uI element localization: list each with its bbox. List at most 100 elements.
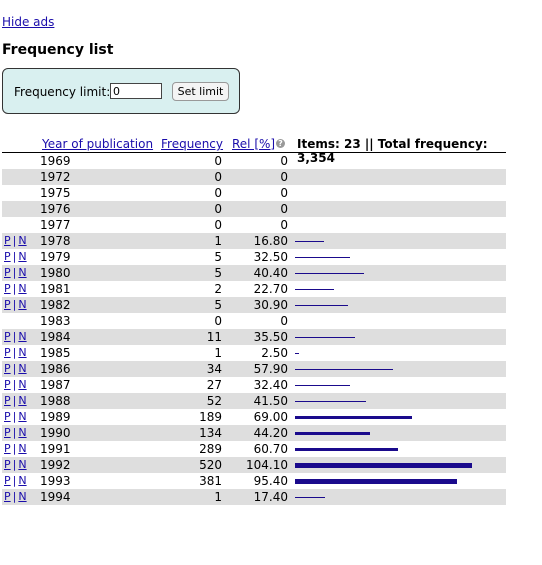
positive-filter-link[interactable]: P xyxy=(4,362,11,375)
rel-bar xyxy=(295,289,334,290)
positive-filter-link[interactable]: P xyxy=(4,394,11,407)
table-row: 1975 0 0 xyxy=(2,185,506,201)
frequency-cell: 27 xyxy=(206,378,222,392)
sort-rel-link[interactable]: Rel [%] xyxy=(232,137,276,151)
rel-bar xyxy=(295,273,364,274)
rel-bar xyxy=(295,353,299,354)
negative-filter-link[interactable]: N xyxy=(18,362,27,375)
table-body: 1969 0 0 1972 0 0 1975 0 0 1976 0 0 1977 0 0 P | N 1978 1 16… xyxy=(2,153,506,505)
sort-frequency-link[interactable]: Frequency xyxy=(161,137,223,151)
rel-bar xyxy=(295,369,393,370)
rel-cell: 40.40 xyxy=(253,266,288,280)
negative-filter-link[interactable]: N xyxy=(18,266,27,279)
rel-bar xyxy=(295,241,324,242)
table-row: 1983 0 0 xyxy=(2,313,506,329)
positive-filter-link[interactable]: P xyxy=(4,298,11,311)
positive-filter-link[interactable]: P xyxy=(4,250,11,263)
table-row: P | N 1979 5 32.50 xyxy=(2,249,506,265)
positive-filter-link[interactable]: P xyxy=(4,266,11,279)
frequency-cell: 52 xyxy=(206,394,222,408)
rel-bar xyxy=(295,257,350,258)
table-row: P | N 1982 5 30.90 xyxy=(2,297,506,313)
help-icon[interactable]: ? xyxy=(276,139,285,148)
rel-bar xyxy=(295,448,398,451)
positive-filter-link[interactable]: P xyxy=(4,490,11,503)
positive-filter-link[interactable]: P xyxy=(4,282,11,295)
frequency-table: Year of publication Frequency Rel [%] ? … xyxy=(2,136,506,505)
rel-cell: 32.50 xyxy=(253,250,288,264)
table-row: P | N 1986 34 57.90 xyxy=(2,361,506,377)
rel-cell: 60.70 xyxy=(253,442,288,456)
rel-cell: 95.40 xyxy=(253,474,288,488)
positive-filter-link[interactable]: P xyxy=(4,346,11,359)
year-cell: 1988 xyxy=(40,394,71,408)
year-cell: 1990 xyxy=(40,426,71,440)
positive-filter-link[interactable]: P xyxy=(4,458,11,471)
year-cell: 1979 xyxy=(40,250,71,264)
negative-filter-link[interactable]: N xyxy=(18,234,27,247)
negative-filter-link[interactable]: N xyxy=(18,474,27,487)
year-cell: 1985 xyxy=(40,346,71,360)
table-row: 1977 0 0 xyxy=(2,217,506,233)
negative-filter-link[interactable]: N xyxy=(18,394,27,407)
frequency-cell: 5 xyxy=(214,298,222,312)
frequency-cell: 1 xyxy=(214,346,222,360)
rel-cell: 0 xyxy=(280,170,288,184)
sort-year-link[interactable]: Year of publication xyxy=(42,137,154,151)
positive-filter-link[interactable]: P xyxy=(4,426,11,439)
negative-filter-link[interactable]: N xyxy=(18,282,27,295)
row-links: P | N xyxy=(4,362,27,375)
rel-cell: 35.50 xyxy=(253,330,288,344)
row-links: P | N xyxy=(4,282,27,295)
negative-filter-link[interactable]: N xyxy=(18,378,27,391)
year-cell: 1984 xyxy=(40,330,71,344)
year-cell: 1978 xyxy=(40,234,71,248)
table-row: P | N 1991 289 60.70 xyxy=(2,441,506,457)
positive-filter-link[interactable]: P xyxy=(4,410,11,423)
frequency-cell: 189 xyxy=(199,410,222,424)
negative-filter-link[interactable]: N xyxy=(18,346,27,359)
rel-bar xyxy=(295,337,355,338)
page-title: Frequency list xyxy=(2,42,114,58)
row-links: P | N xyxy=(4,330,27,343)
link-separator: | xyxy=(12,266,17,279)
rel-cell: 44.20 xyxy=(253,426,288,440)
negative-filter-link[interactable]: N xyxy=(18,442,27,455)
table-row: P | N 1990 134 44.20 xyxy=(2,425,506,441)
positive-filter-link[interactable]: P xyxy=(4,442,11,455)
table-row: P | N 1978 1 16.80 xyxy=(2,233,506,249)
year-cell: 1981 xyxy=(40,282,71,296)
link-separator: | xyxy=(12,362,17,375)
row-links: P | N xyxy=(4,250,27,263)
frequency-cell: 2 xyxy=(214,282,222,296)
positive-filter-link[interactable]: P xyxy=(4,330,11,343)
frequency-cell: 520 xyxy=(199,458,222,472)
link-separator: | xyxy=(12,410,17,423)
frequency-cell: 0 xyxy=(214,186,222,200)
row-links: P | N xyxy=(4,490,27,503)
link-separator: | xyxy=(12,298,17,311)
rel-cell: 0 xyxy=(280,154,288,168)
hide-ads-link[interactable]: Hide ads xyxy=(2,15,55,29)
negative-filter-link[interactable]: N xyxy=(18,250,27,263)
negative-filter-link[interactable]: N xyxy=(18,458,27,471)
negative-filter-link[interactable]: N xyxy=(18,426,27,439)
negative-filter-link[interactable]: N xyxy=(18,410,27,423)
frequency-limit-input[interactable] xyxy=(110,83,162,99)
table-row: P | N 1980 5 40.40 xyxy=(2,265,506,281)
positive-filter-link[interactable]: P xyxy=(4,378,11,391)
table-row: P | N 1985 1 2.50 xyxy=(2,345,506,361)
row-links: P | N xyxy=(4,298,27,311)
year-cell: 1994 xyxy=(40,490,71,504)
negative-filter-link[interactable]: N xyxy=(18,330,27,343)
negative-filter-link[interactable]: N xyxy=(18,490,27,503)
positive-filter-link[interactable]: P xyxy=(4,474,11,487)
rel-cell: 69.00 xyxy=(253,410,288,424)
negative-filter-link[interactable]: N xyxy=(18,298,27,311)
frequency-cell: 5 xyxy=(214,266,222,280)
rel-cell: 22.70 xyxy=(253,282,288,296)
link-separator: | xyxy=(12,474,17,487)
positive-filter-link[interactable]: P xyxy=(4,234,11,247)
set-limit-button[interactable]: Set limit xyxy=(172,82,229,101)
row-links: P | N xyxy=(4,410,27,423)
